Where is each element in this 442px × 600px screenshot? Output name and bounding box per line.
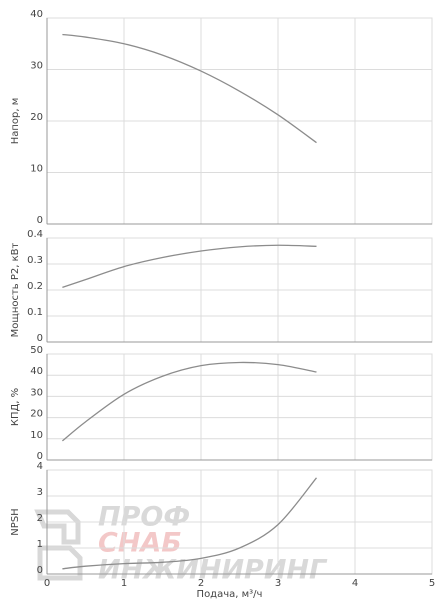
y-tick-label: 30 [30, 61, 43, 72]
watermark-text: ИНЖИНИРИНГ [98, 555, 328, 586]
watermark-text: СНАБ [98, 528, 182, 559]
y-tick-label: 0 [37, 451, 43, 462]
y-tick-label: 50 [30, 345, 43, 356]
y-tick-label: 10 [30, 164, 43, 175]
x-tick-label: 0 [44, 578, 50, 589]
x-tick-label: 1 [121, 578, 127, 589]
x-axis-title: Подача, м³/ч [197, 589, 263, 600]
line [62, 477, 318, 570]
y-tick-label: 40 [30, 9, 43, 20]
y-tick-label: 30 [30, 387, 43, 398]
y-tick-label: 40 [30, 366, 43, 377]
y-tick-label: 0 [37, 565, 43, 576]
y-tick-label: 4 [37, 461, 43, 472]
y-tick-label: 0.2 [27, 281, 43, 292]
y-axis-title: NPSH [10, 508, 21, 535]
watermark: ПРОФ СНАБ ИНЖИНИРИНГ [34, 502, 328, 586]
line [62, 244, 317, 289]
y-tick-label: 1 [37, 539, 43, 550]
line [61, 361, 317, 442]
y-tick-label: 10 [30, 430, 43, 441]
y-tick-label: 0 [37, 215, 43, 226]
y-tick-label: 3 [37, 487, 43, 498]
watermark-text: ПРОФ [98, 502, 190, 533]
x-tick-label: 2 [198, 578, 204, 589]
y-tick-label: 20 [30, 409, 43, 420]
x-tick-label: 5 [429, 578, 435, 589]
y-tick-label: 20 [30, 112, 43, 123]
y-tick-label: 0.1 [27, 307, 43, 318]
y-tick-label: 0 [37, 333, 43, 344]
y-axis-title: Напор, м [10, 98, 21, 145]
x-tick-label: 4 [352, 578, 358, 589]
line [62, 33, 317, 144]
y-axis-title: Мощность P2, кВт [10, 242, 21, 337]
y-axis-title: КПД, % [10, 388, 21, 426]
x-tick-label: 3 [275, 578, 281, 589]
y-tick-label: 2 [37, 513, 43, 524]
y-tick-label: 0.3 [27, 255, 43, 266]
y-tick-label: 0.4 [27, 229, 43, 240]
